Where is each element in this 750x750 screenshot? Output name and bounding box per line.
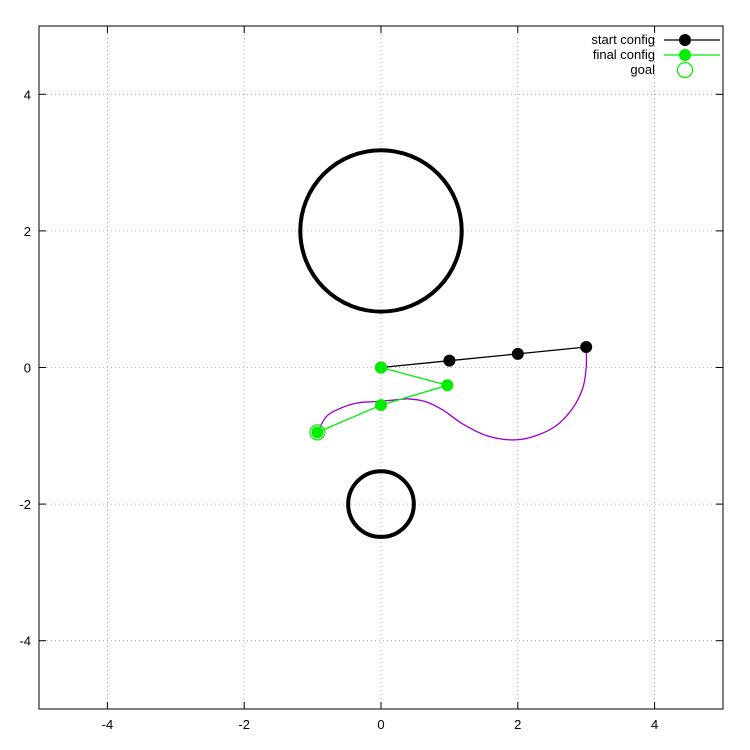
series <box>310 341 592 440</box>
y-tick-label: 2 <box>24 224 31 239</box>
final-config-point <box>375 399 387 411</box>
legend-label-goal: goal <box>630 62 655 77</box>
start-config-point <box>443 355 455 367</box>
legend-symbol-goal <box>678 63 693 78</box>
legend-label-final-config: final config <box>593 47 655 62</box>
y-tick-label: -4 <box>19 634 31 649</box>
start-config-point <box>512 348 524 360</box>
legend-label-start-config: start config <box>591 32 655 47</box>
y-tick-label: 0 <box>24 361 31 376</box>
y-tick-label: -2 <box>19 497 31 512</box>
x-tick-label: 4 <box>651 717 658 732</box>
start-config-line <box>381 347 586 367</box>
legend-symbol-final-config <box>679 49 691 61</box>
y-tick-label: 4 <box>24 87 31 102</box>
x-tick-label: 2 <box>514 717 521 732</box>
axis-ticks: -4 -2 0 2 4 -4 -2 0 2 4 <box>19 26 723 732</box>
final-config-point <box>375 362 387 374</box>
x-tick-label: -2 <box>238 717 250 732</box>
x-tick-label: 0 <box>377 717 384 732</box>
legend-symbol-start-config <box>679 34 691 46</box>
start-config-point <box>580 341 592 353</box>
x-tick-label: -4 <box>102 717 114 732</box>
final-config-point <box>311 426 323 438</box>
final-config-point <box>441 379 453 391</box>
